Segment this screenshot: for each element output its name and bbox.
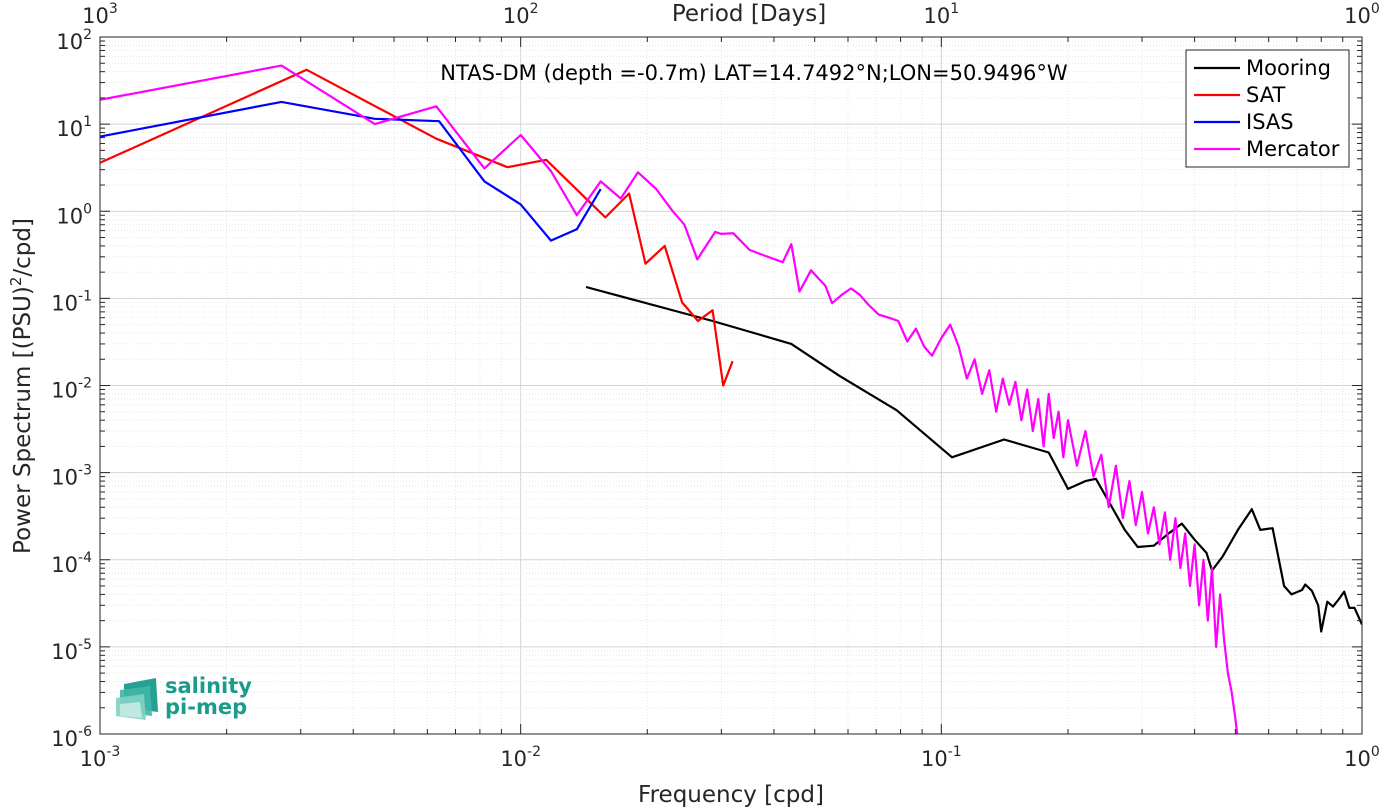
top-axis-label: Period [Days] (672, 1, 826, 27)
top-tick-label-exp: 2 (530, 1, 539, 17)
x-tick-label-exp: -1 (948, 744, 962, 760)
legend-label-mooring: Mooring (1246, 56, 1331, 80)
x-tick-label-base: 10 (80, 747, 107, 771)
x-tick-label-base: 10 (500, 747, 527, 771)
series-line-mercator (100, 64, 1239, 734)
y-tick-label: 10-4 (51, 550, 92, 577)
x-tick-label-base: 10 (921, 747, 948, 771)
y-tick-label-exp: -4 (78, 550, 92, 566)
chart-title: NTAS-DM (depth =-0.7m) LAT=14.7492°N;LON… (440, 61, 1068, 85)
x-tick-label: 100 (1344, 744, 1380, 771)
x-tick-label-exp: 0 (1371, 744, 1380, 760)
top-tick-label-exp: 1 (950, 1, 959, 17)
y-tick-label: 102 (56, 27, 92, 54)
y-tick-label-base: 10 (51, 466, 78, 490)
top-tick-label-exp: 3 (109, 1, 118, 17)
y-tick-label-base: 10 (51, 727, 78, 751)
y-tick-label-base: 10 (56, 117, 83, 141)
y-tick-label: 10-1 (51, 288, 92, 315)
data-series (100, 64, 1362, 734)
y-tick-label-exp: 1 (83, 114, 92, 130)
x-tick-label: 10-3 (80, 744, 121, 771)
y-tick-label-base: 10 (56, 30, 83, 54)
top-tick-label: 102 (503, 1, 539, 28)
y-tick-label-base: 10 (56, 204, 83, 228)
logo: salinity pi-mep (116, 674, 252, 720)
y-tick-label: 10-2 (51, 376, 92, 403)
y-tick-label: 10-3 (51, 463, 92, 490)
y-tick-label: 10-6 (51, 724, 92, 751)
series-line-isas (100, 100, 602, 242)
top-tick-label: 100 (1344, 1, 1380, 28)
y-axis-label-sup: 2 (7, 277, 25, 287)
y-tick-label-base: 10 (51, 379, 78, 403)
top-tick-label-base: 10 (82, 4, 109, 28)
y-tick-label-exp: -6 (78, 724, 92, 740)
y-tick-label-base: 10 (51, 291, 78, 315)
logo-line1: salinity (165, 674, 252, 698)
y-tick-label-exp: -5 (78, 637, 92, 653)
logo-line2: pi-mep (165, 695, 247, 719)
legend-entries: Mooring SAT ISAS Mercator (1194, 56, 1340, 161)
y-tick-label-exp: 0 (83, 201, 92, 217)
legend-label-sat: SAT (1246, 83, 1285, 107)
top-tick-label-base: 10 (924, 4, 951, 28)
grid-lines (99, 37, 1362, 735)
tick-marks (99, 37, 1362, 735)
legend-label-mercator: Mercator (1246, 137, 1340, 161)
top-tick-label-base: 10 (503, 4, 530, 28)
series-line-sat (100, 68, 734, 387)
y-axis-label: Power Spectrum [(PSU)2/cpd] (7, 218, 36, 554)
y-tick-label-exp: -2 (78, 376, 92, 392)
x-axis-label: Frequency [cpd] (638, 782, 824, 808)
y-axis-label-tail: /cpd] (10, 218, 36, 277)
y-tick-label: 101 (56, 114, 92, 141)
y-tick-label-exp: 2 (83, 27, 92, 43)
x-tick-label: 10-1 (921, 744, 962, 771)
x-tick-label: 10-2 (500, 744, 541, 771)
top-tick-label: 103 (82, 1, 118, 28)
x-tick-label-base: 10 (1344, 747, 1371, 771)
y-tick-label-exp: -1 (78, 288, 92, 304)
top-tick-labels: 103 102 101 100 (82, 1, 1380, 28)
y-tick-label-base: 10 (51, 553, 78, 577)
y-tick-label: 10-5 (51, 637, 92, 664)
y-tick-label: 100 (56, 201, 92, 228)
top-tick-label-exp: 0 (1371, 1, 1380, 17)
top-tick-label: 101 (924, 1, 960, 28)
x-tick-label-exp: -3 (106, 744, 120, 760)
series-line-mooring (585, 285, 1362, 633)
legend-box (1185, 49, 1350, 168)
y-tick-label-exp: -3 (78, 463, 92, 479)
waves-icon (116, 678, 158, 720)
x-tick-labels: 10-3 10-2 10-1 100 (80, 744, 1380, 771)
y-axis-label-main: Power Spectrum [(PSU) (10, 286, 36, 554)
legend: Mooring SAT ISAS Mercator (1185, 49, 1350, 168)
y-tick-label-base: 10 (51, 640, 78, 664)
legend-label-isas: ISAS (1246, 110, 1294, 134)
top-tick-label-base: 10 (1344, 4, 1371, 28)
x-tick-label-exp: -2 (527, 744, 541, 760)
